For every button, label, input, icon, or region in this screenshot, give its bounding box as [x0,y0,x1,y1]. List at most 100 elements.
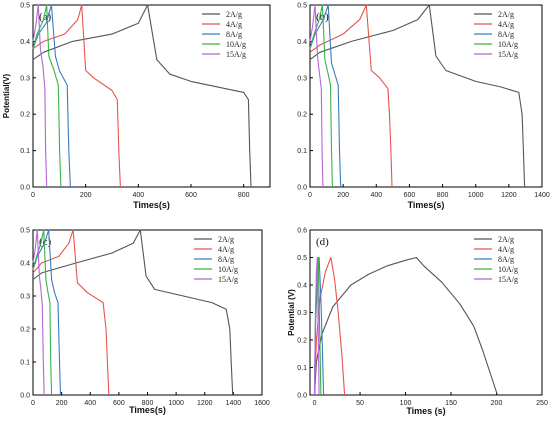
x-tick-label: 1200 [197,400,213,407]
legend-label: 2A/g [498,10,514,19]
legend-label: 10A/g [498,265,518,274]
plot-frame [32,4,271,188]
x-axis-label: Times(s) [408,200,445,210]
x-tick-label: 400 [370,192,382,199]
x-tick-label: 600 [404,192,416,199]
series-line-4Ag [309,4,393,188]
plot-frame [309,4,543,188]
x-tick-label: 1000 [168,400,184,407]
legend-label: 8A/g [498,255,514,264]
y-tick-label: 0.1 [297,365,307,372]
y-tick-label: 0.4 [20,261,30,268]
legend-label: 8A/g [226,30,242,39]
y-tick-label: 0.1 [20,360,30,367]
legend-label: 10A/g [226,40,246,49]
y-tick-label: 0.0 [297,393,307,400]
x-tick-label: 1000 [468,192,484,199]
y-tick-label: 0.2 [20,112,30,119]
x-tick-label: 400 [84,400,96,407]
legend-label: 2A/g [226,10,242,19]
legend-label: 2A/g [218,235,234,244]
x-tick-label: 200 [491,400,503,407]
y-tick-label: 0.1 [20,148,30,155]
panel-d: 0 50 100 150 200 250 0.0 0.1 0.2 0.3 0.4 0.5 0.6 Time… [287,228,548,417]
y-tick-label: 0.5 [297,3,307,10]
series-line-15Ag [313,256,320,396]
x-tick-label: 150 [445,400,457,407]
legend-label: 2A/g [498,235,514,244]
x-tick-label: 200 [337,192,349,199]
y-tick-label: 0.6 [297,228,307,235]
x-tick-label: 100 [400,400,412,407]
x-tick-label: 1600 [254,400,270,407]
y-tick-label: 0.4 [297,39,307,46]
x-tick-label: 1400 [226,400,242,407]
legend-label: 4A/g [498,245,514,254]
panel-label: (d) [316,236,329,248]
y-tick-label: 0.3 [297,310,307,317]
y-tick-label: 0.5 [20,228,30,235]
x-tick-label: 200 [80,192,92,199]
x-tick-label: 0 [308,192,312,199]
y-axis-label: Potential(V) [2,73,11,118]
series-line-2Ag [313,256,498,396]
series-line-2Ag [32,4,252,188]
y-tick-label: 0.3 [20,75,30,82]
x-tick-label: 800 [437,192,449,199]
panel-a: 0 200 400 600 800 0.0 0.1 0.2 0.3 0.4 0.5 Times(s) P… [2,3,271,210]
legend-label: 15A/g [498,275,518,284]
y-tick-label: 0.0 [297,185,307,192]
x-axis-label: Times(s) [129,405,166,415]
y-tick-label: 0.1 [297,148,307,155]
series-line-4Ag [32,4,121,188]
series-line-8Ag [32,4,71,188]
panel-c: 0 200 400 600 800 1000 1200 1400 1600 0.0 0.1 0.2 0.… [20,228,270,416]
x-tick-label: 200 [56,400,68,407]
y-axis-label: Potential (V) [287,289,296,336]
series-line-10Ag [32,4,62,188]
x-tick-label: 400 [132,192,144,199]
x-axis-label: Times(s) [133,200,170,210]
legend-label: 4A/g [498,20,514,29]
y-tick-label: 0.3 [297,75,307,82]
legend-label: 4A/g [218,245,234,254]
panel-b: 0 200 400 600 800 1000 1200 1400 0.0 0.1 0.2 0.3 0.4… [297,3,550,211]
x-tick-label: 50 [356,400,364,407]
x-axis-label: Times (s) [406,406,445,416]
series-line-8Ag [32,229,62,396]
y-tick-label: 0.4 [20,39,30,46]
x-tick-label: 1200 [501,192,517,199]
series-line-4Ag [32,229,110,396]
legend-label: 15A/g [226,50,246,59]
x-tick-label: 1400 [534,192,550,199]
legend-label: 4A/g [226,20,242,29]
y-tick-label: 0.5 [20,3,30,10]
x-tick-label: 800 [238,192,250,199]
y-tick-label: 0.2 [297,112,307,119]
x-tick-label: 0 [31,192,35,199]
series-line-2Ag [32,229,234,396]
legend-label: 15A/g [218,275,238,284]
legend-label: 10A/g [498,40,518,49]
series-line-4Ag [313,256,346,396]
x-tick-label: 0 [313,400,317,407]
y-tick-label: 0.2 [20,327,30,334]
series-line-15Ag [32,229,45,396]
x-tick-label: 600 [185,192,197,199]
x-tick-label: 0 [31,400,35,407]
y-tick-label: 0.0 [20,393,30,400]
x-tick-label: 800 [142,400,154,407]
series-line-8Ag [309,4,342,188]
legend-label: 8A/g [218,255,234,264]
legend-label: 10A/g [218,265,238,274]
legend-label: 15A/g [498,50,518,59]
y-tick-label: 0.0 [20,185,30,192]
series-line-15Ag [309,4,324,188]
series-line-2Ag [309,4,526,188]
y-tick-label: 0.3 [20,294,30,301]
y-tick-label: 0.4 [297,283,307,290]
x-tick-label: 250 [536,400,548,407]
legend-label: 8A/g [498,30,514,39]
series-line-15Ag [32,4,48,188]
